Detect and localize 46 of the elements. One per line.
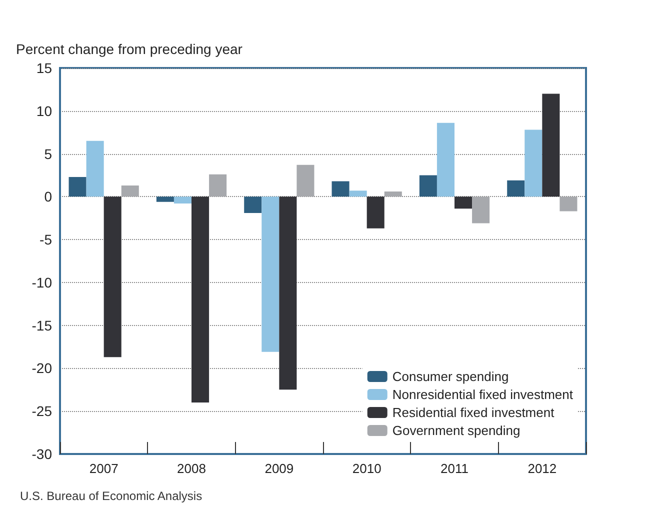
y-tick-label: 10 xyxy=(36,102,52,119)
y-tick-label: 15 xyxy=(36,60,52,76)
bar xyxy=(524,130,542,197)
bar xyxy=(472,196,490,224)
bar xyxy=(507,180,525,197)
y-tick-label: 0 xyxy=(44,188,52,205)
bar xyxy=(244,196,262,213)
y-tick-label: -15 xyxy=(32,317,52,334)
x-tick-label: 2010 xyxy=(352,461,382,476)
bar xyxy=(279,196,297,390)
bar xyxy=(104,196,122,358)
bar xyxy=(332,181,350,197)
x-tick-label: 2008 xyxy=(177,461,206,476)
bar xyxy=(121,186,139,197)
legend-label: Government spending xyxy=(392,423,520,438)
bar xyxy=(174,196,192,204)
bar xyxy=(454,196,472,209)
y-tick-label: -25 xyxy=(32,403,52,420)
text: U.S. Bureau of Economic Analysis xyxy=(20,489,202,503)
bar xyxy=(349,190,367,197)
bar xyxy=(542,94,560,197)
legend-label: Residential fixed investment xyxy=(392,405,555,420)
legend-label: Nonresidential fixed investment xyxy=(392,387,574,402)
bar xyxy=(384,192,402,197)
legend-label: Consumer spending xyxy=(392,369,509,384)
y-tick-label: -5 xyxy=(40,232,52,248)
bar xyxy=(296,164,314,197)
bar xyxy=(436,122,454,197)
bar xyxy=(86,140,104,197)
x-tick-label: 2007 xyxy=(89,461,118,476)
bar xyxy=(366,196,384,228)
y-axis-title: Percent change from preceding year xyxy=(16,41,243,57)
y-tick-label: -10 xyxy=(32,274,52,290)
bar xyxy=(560,196,578,212)
x-tick-label: 2009 xyxy=(264,461,294,476)
bar xyxy=(156,196,174,202)
x-tick-label: 2012 xyxy=(528,461,557,476)
x-tick-label: 2011 xyxy=(440,461,468,476)
bar xyxy=(68,176,86,197)
y-tick-label: -30 xyxy=(32,446,52,462)
y-tick-label: 5 xyxy=(44,146,52,162)
bar xyxy=(192,196,210,403)
bar xyxy=(209,174,227,197)
bar xyxy=(419,175,437,197)
y-tick-label: -20 xyxy=(32,360,52,376)
bar xyxy=(262,196,280,352)
